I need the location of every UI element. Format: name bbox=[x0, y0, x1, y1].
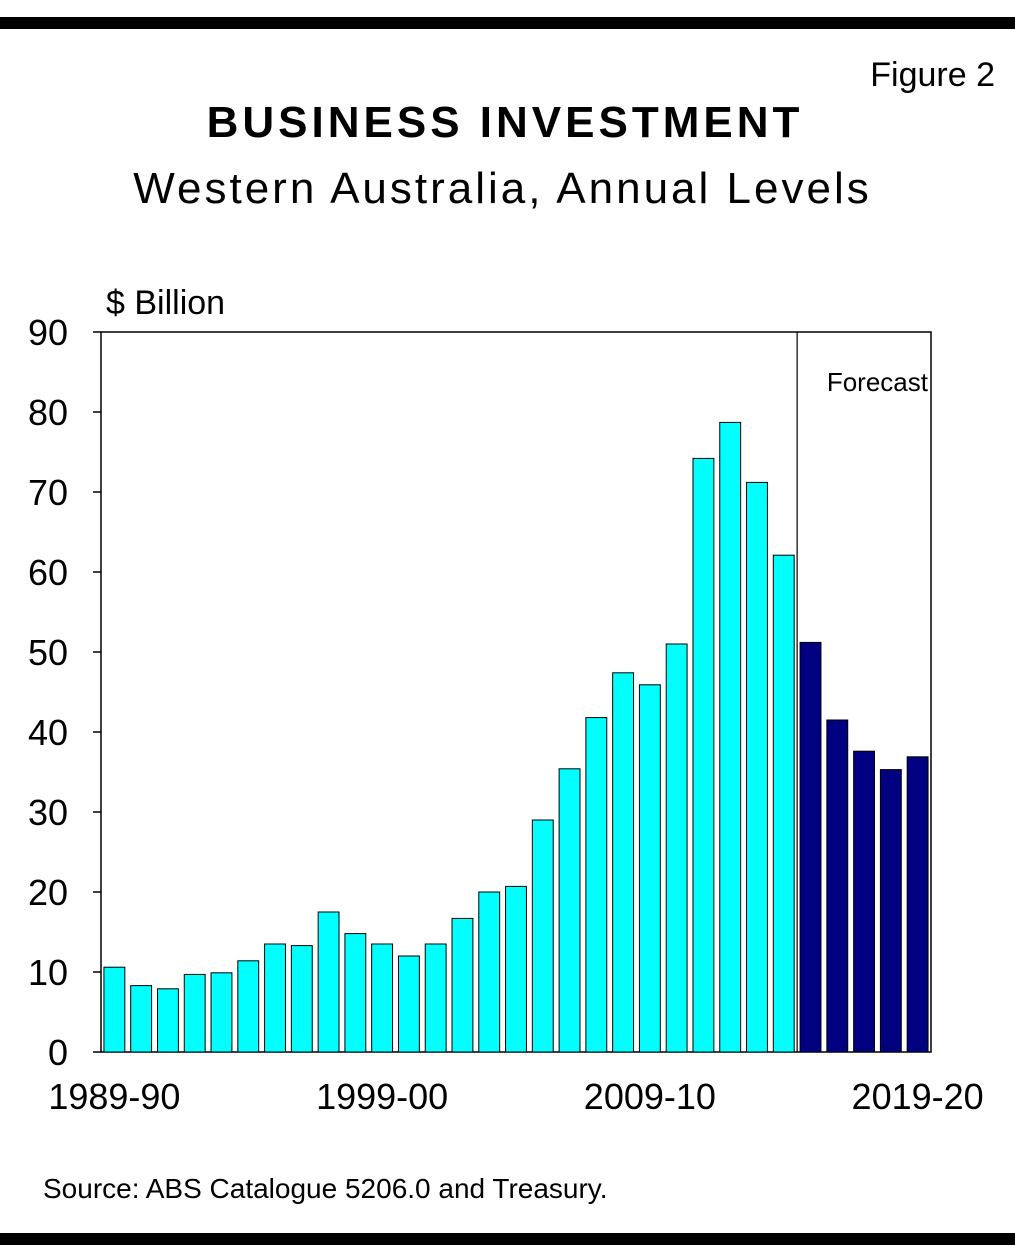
bar-2002-03 bbox=[451, 917, 474, 1053]
bar-1994-95 bbox=[237, 960, 260, 1053]
bar-1996-97 bbox=[290, 945, 313, 1053]
bar-2004-05 bbox=[505, 885, 527, 1053]
x-tick-label: 2009-10 bbox=[584, 1076, 716, 1117]
bar-2005-06 bbox=[531, 819, 554, 1053]
y-tick-label: 80 bbox=[28, 392, 68, 433]
bar-1992-93 bbox=[183, 973, 206, 1053]
bar-1991-92 bbox=[156, 988, 179, 1053]
chart-subtitle: Western Australia, Annual Levels bbox=[133, 164, 872, 213]
bar-2008-09 bbox=[612, 672, 635, 1053]
bar-2007-08 bbox=[585, 717, 608, 1053]
x-tick-label: 1989-90 bbox=[48, 1076, 180, 1117]
y-axis-label: $ Billion bbox=[106, 284, 225, 322]
bar-1993-94 bbox=[210, 972, 233, 1053]
y-tick-label: 10 bbox=[28, 952, 68, 993]
bar-2016-17 bbox=[826, 719, 849, 1053]
source-note: Source: ABS Catalogue 5206.0 and Treasur… bbox=[43, 1173, 608, 1204]
bottom-rule bbox=[0, 1233, 1015, 1245]
y-tick-label: 30 bbox=[28, 792, 68, 833]
bar-2014-15 bbox=[772, 554, 795, 1053]
bar-1989-90 bbox=[103, 966, 126, 1053]
chart-title: BUSINESS INVESTMENT bbox=[206, 98, 804, 147]
figure-label: Figure 2 bbox=[870, 56, 995, 94]
x-tick-label: 1999-00 bbox=[316, 1076, 448, 1117]
y-tick-label: 0 bbox=[48, 1032, 68, 1073]
bar-1997-98 bbox=[317, 911, 340, 1053]
bar-2015-16 bbox=[799, 641, 822, 1053]
bar-2000-01 bbox=[397, 955, 420, 1053]
y-tick-label: 20 bbox=[28, 872, 68, 913]
y-tick-label: 60 bbox=[28, 552, 68, 593]
forecast-annotation: Forecast bbox=[827, 367, 929, 397]
bar-1999-00 bbox=[371, 943, 394, 1053]
bar-2011-12 bbox=[692, 457, 715, 1053]
y-tick-label: 90 bbox=[28, 312, 68, 353]
bar-2001-02 bbox=[424, 943, 447, 1053]
bar-1990-91 bbox=[130, 985, 153, 1053]
bar-2017-18 bbox=[853, 750, 876, 1053]
top-rule bbox=[0, 17, 1015, 29]
x-tick-label: 2019-20 bbox=[852, 1076, 984, 1117]
bar-2019-20 bbox=[906, 756, 929, 1053]
bar-2018-19 bbox=[879, 769, 902, 1053]
y-tick-label: 50 bbox=[28, 632, 68, 673]
bar-1998-99 bbox=[344, 933, 367, 1053]
bar-2009-10 bbox=[638, 684, 661, 1053]
bar-chart: 0 10 20 30 40 50 60 70 80 90 $ Billion Forecast 1989… bbox=[28, 284, 984, 1117]
y-tick-label: 40 bbox=[28, 712, 68, 753]
bar-1995-96 bbox=[264, 943, 286, 1053]
bar-2003-04 bbox=[478, 891, 501, 1053]
bar-2013-14 bbox=[746, 481, 768, 1053]
y-tick-label: 70 bbox=[28, 472, 68, 513]
bar-2012-13 bbox=[719, 421, 742, 1053]
bar-2006-07 bbox=[558, 768, 581, 1053]
bar-2010-11 bbox=[665, 643, 688, 1053]
